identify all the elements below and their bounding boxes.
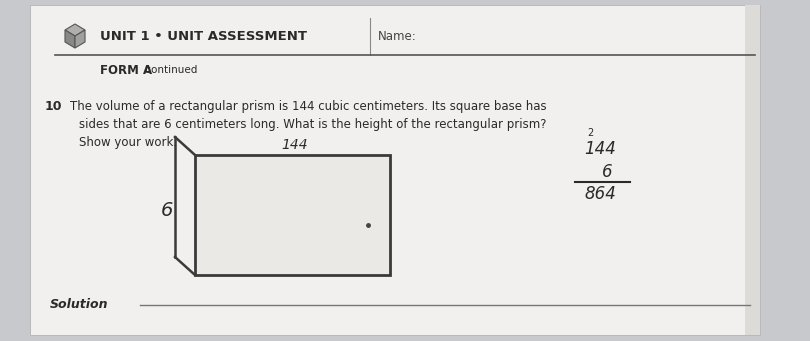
Polygon shape xyxy=(65,24,85,36)
Text: Name:: Name: xyxy=(378,30,417,43)
Bar xyxy=(745,5,760,335)
Text: 10: 10 xyxy=(45,100,62,113)
Text: 2: 2 xyxy=(587,128,593,138)
Text: UNIT 1 • UNIT ASSESSMENT: UNIT 1 • UNIT ASSESSMENT xyxy=(100,30,307,43)
Polygon shape xyxy=(65,30,75,48)
Polygon shape xyxy=(75,30,85,48)
Bar xyxy=(195,155,390,275)
Text: 6: 6 xyxy=(602,163,612,181)
Text: sides that are 6 centimeters long. What is the height of the rectangular prism?: sides that are 6 centimeters long. What … xyxy=(79,118,547,131)
Text: Show your work.: Show your work. xyxy=(79,136,177,149)
Text: Solution: Solution xyxy=(50,298,109,311)
Text: 144: 144 xyxy=(282,138,309,152)
Text: 864: 864 xyxy=(584,185,616,203)
Text: 6: 6 xyxy=(161,201,173,220)
Text: FORM A: FORM A xyxy=(100,63,152,76)
Text: The volume of a rectangular prism is 144 cubic centimeters. Its square base has: The volume of a rectangular prism is 144… xyxy=(70,100,547,113)
Text: 144: 144 xyxy=(584,140,616,158)
Text: continued: continued xyxy=(142,65,198,75)
